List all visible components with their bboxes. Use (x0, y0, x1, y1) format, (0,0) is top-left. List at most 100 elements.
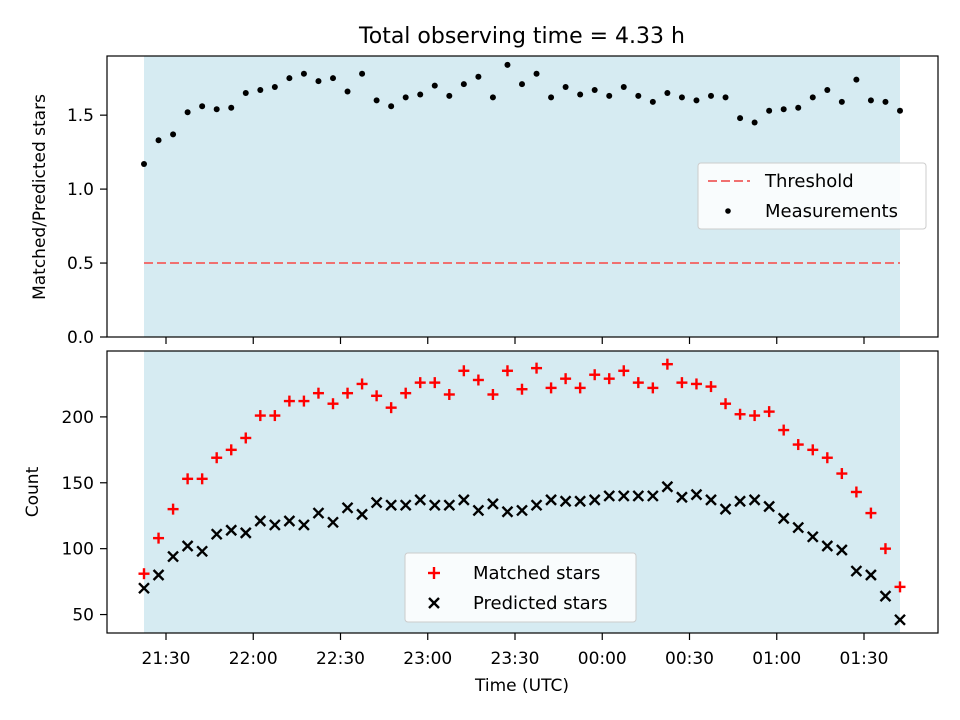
predicted-star-point (138, 582, 150, 595)
predicted-star-point (792, 521, 805, 534)
measurement-point (708, 92, 714, 99)
measurement-point (373, 97, 380, 104)
predicted-star-point (835, 544, 848, 556)
matched-star-point (429, 377, 441, 389)
measurement-point (606, 92, 613, 99)
matched-star-point (632, 377, 644, 389)
measurement-point (620, 84, 627, 91)
measurement-point (431, 82, 438, 89)
matched-star-point (749, 410, 761, 422)
matched-star-point (734, 408, 746, 420)
measurement-point (867, 97, 874, 104)
x-tick-label: 01:30 (840, 649, 889, 669)
predicted-star-point (821, 540, 834, 552)
matched-star-point (138, 568, 150, 580)
predicted-star-point (327, 516, 339, 529)
predicted-star-point (356, 508, 368, 521)
x-tick-label: 23:30 (491, 649, 540, 669)
x-tick-label: 00:30 (665, 649, 714, 669)
matched-star-point (501, 365, 513, 377)
matched-star-point (342, 387, 354, 399)
bottom-y-tick-label: 100 (62, 540, 94, 560)
predicted-star-point (210, 528, 223, 541)
measurement-point (882, 98, 889, 105)
predicted-star-point (806, 530, 819, 543)
x-tick-label: 22:00 (229, 649, 278, 669)
count-points (138, 358, 906, 626)
matched-star-point (879, 543, 891, 555)
measurement-point (577, 91, 584, 98)
legend-threshold-label: Threshold (764, 171, 854, 192)
matched-star-point (763, 406, 775, 418)
matched-star-point (865, 507, 877, 519)
bottom-y-axis: 50 100 150 200 (62, 408, 107, 626)
predicted-star-point (181, 540, 194, 552)
x-axis-label: Time (UTC) (474, 676, 569, 696)
bottom-x-axis: 21:30 22:00 22:30 23:00 23:30 00:00 00:30 01:00… (142, 633, 889, 669)
measurement-point (475, 73, 482, 80)
measurement-point (766, 107, 773, 114)
predicted-star-point (719, 503, 732, 515)
legend-predicted-label: Predicted stars (473, 593, 607, 614)
x-tick-label: 23:00 (403, 649, 452, 669)
measurement-point (330, 75, 336, 82)
top-y-tick-label: 1.0 (67, 180, 94, 200)
matched-star-point (356, 378, 368, 390)
matched-star-point (516, 383, 528, 395)
predicted-star-point (617, 490, 630, 502)
predicted-star-point (646, 490, 659, 502)
matched-star-point (821, 452, 833, 464)
predicted-star-point (472, 504, 485, 517)
predicted-star-point (268, 519, 281, 531)
bottom-y-axis-label: Count (23, 466, 43, 517)
measurement-point (141, 160, 147, 167)
measurement-point (213, 106, 220, 113)
top-panel: 0.0 0.5 1.0 1.5 Total observing time = 4.33… (30, 24, 939, 348)
measurement-point (155, 137, 162, 144)
measurement-point (897, 107, 903, 114)
chart-title: Total observing time = 4.33 h (358, 24, 685, 49)
matched-star-point (647, 382, 659, 394)
matched-star-point (371, 390, 383, 402)
matched-star-point (196, 473, 208, 485)
measurement-point (359, 70, 366, 77)
bottom-panel: 50 100 150 200 21:30 22:00 22:30 23:00 23:30 00:… (23, 350, 939, 696)
measurement-point (853, 76, 860, 83)
measurement-point (795, 104, 802, 111)
matched-star-point (720, 398, 732, 410)
matched-star-point (472, 374, 484, 386)
predicted-star-point (399, 499, 412, 512)
matched-star-point (778, 424, 790, 436)
top-y-tick-label: 0.5 (67, 254, 94, 274)
measurement-point (504, 61, 511, 68)
top-x-axis (165, 337, 865, 344)
bottom-y-tick-label: 200 (62, 408, 94, 428)
measurement-point (664, 89, 671, 96)
measurement-point (824, 87, 831, 94)
predicted-star-point (676, 491, 688, 504)
measurement-point (591, 87, 598, 94)
predicted-star-point (254, 515, 267, 527)
predicted-star-point (632, 490, 645, 502)
matched-star-point (153, 532, 165, 544)
predicted-star-point (443, 499, 456, 512)
measurement-point (809, 94, 816, 101)
matched-star-point (283, 395, 295, 407)
matched-star-point (298, 395, 310, 407)
predicted-star-point (167, 550, 179, 563)
bottom-legend-box (404, 552, 637, 623)
matched-star-point (792, 439, 804, 451)
predicted-star-point (487, 498, 499, 510)
bottom-y-tick-label: 50 (72, 606, 94, 626)
predicted-star-point (516, 504, 528, 517)
measurement-point (562, 84, 569, 91)
bottom-plot-frame (106, 350, 939, 634)
predicted-star-point (545, 494, 557, 506)
x-tick-label: 00:00 (578, 649, 627, 669)
matched-star-point (690, 378, 702, 390)
measurement-point (184, 109, 191, 116)
measurement-point (533, 70, 540, 77)
legend-predicted-marker (428, 597, 440, 609)
matched-star-point (836, 468, 848, 480)
matched-star-point (400, 387, 412, 399)
